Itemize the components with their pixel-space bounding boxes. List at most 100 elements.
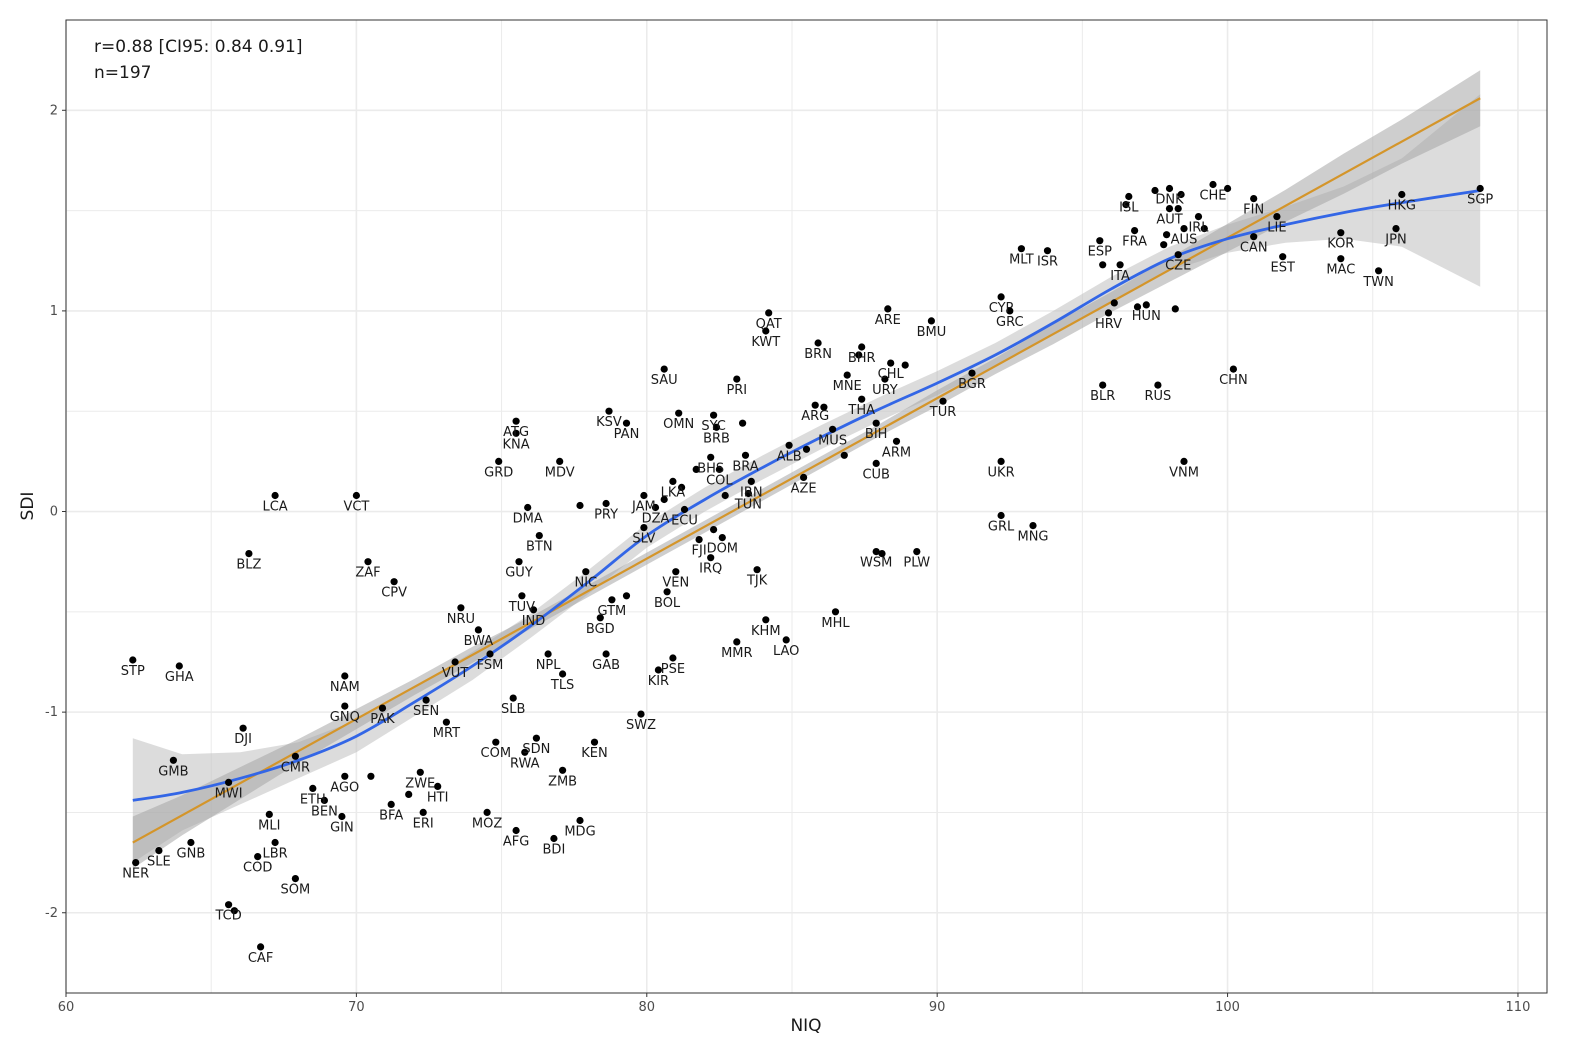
- data-point-ago: [341, 772, 349, 780]
- data-point-mdg: [576, 816, 584, 825]
- point-label: TCD: [214, 909, 241, 924]
- data-point-wsm: [872, 548, 880, 556]
- data-point: [1163, 231, 1171, 239]
- data-point-lie: [1273, 213, 1281, 221]
- data-point-hun: [1142, 301, 1150, 309]
- point-label: VCT: [343, 500, 369, 515]
- point-label: KNA: [503, 437, 530, 452]
- point-label: GIN: [330, 821, 354, 836]
- data-point: [1224, 184, 1232, 193]
- data-point-rus: [1154, 381, 1162, 389]
- y-axis-title: SDI: [18, 492, 38, 521]
- data-point-qat: [765, 309, 773, 317]
- point-label: BHS: [697, 461, 724, 476]
- data-point-jpn: [1392, 225, 1400, 233]
- point-label: HUN: [1132, 309, 1161, 324]
- data-point-bhs: [707, 453, 715, 461]
- data-point-slb: [509, 694, 517, 702]
- data-point-mmr: [733, 638, 741, 646]
- point-label: PSE: [661, 662, 685, 677]
- data-point-nru: [457, 604, 465, 612]
- data-point-dnk: [1165, 184, 1174, 193]
- data-point-mac: [1337, 255, 1345, 263]
- data-point-hti: [434, 782, 442, 791]
- y-tick-label: 0: [50, 505, 58, 520]
- data-point-stp: [129, 656, 137, 664]
- data-point-dji: [239, 724, 247, 732]
- point-label: DZA: [642, 512, 670, 527]
- point-label: TUR: [929, 405, 957, 420]
- data-point-tuv: [518, 592, 526, 600]
- data-point-tls: [559, 670, 567, 678]
- point-label: SYC: [701, 419, 726, 434]
- point-label: GNQ: [330, 710, 360, 725]
- data-point-chl: [887, 359, 895, 367]
- data-point-twn: [1375, 267, 1383, 275]
- data-point-blr: [1099, 381, 1107, 389]
- point-label: GRL: [988, 520, 1015, 535]
- point-label: OMN: [663, 417, 694, 432]
- point-label: MAC: [1326, 263, 1355, 278]
- point-label: AUT: [1156, 213, 1182, 228]
- data-point: [840, 451, 848, 459]
- point-label: SGP: [1467, 193, 1493, 208]
- point-label: PAK: [370, 712, 395, 727]
- data-point-moz: [483, 808, 491, 817]
- data-point-pri: [733, 375, 741, 383]
- data-point-sdn: [532, 734, 541, 742]
- data-point-hrv: [1104, 309, 1113, 317]
- data-point-grd: [495, 457, 503, 465]
- point-label: ARM: [882, 445, 911, 460]
- point-label: DJI: [234, 732, 252, 747]
- point-label: ARE: [875, 313, 901, 328]
- data-point-pse: [669, 654, 677, 662]
- data-point-cpv: [390, 578, 398, 586]
- data-point-arm: [892, 437, 901, 445]
- point-label: ESP: [1088, 245, 1112, 260]
- data-point-fsm: [486, 650, 494, 658]
- point-label: CAN: [1240, 241, 1268, 256]
- point-label: SDN: [522, 742, 550, 757]
- data-point-lca: [271, 491, 279, 500]
- data-point: [739, 419, 747, 427]
- data-point-chn: [1229, 365, 1237, 373]
- point-label: MOZ: [472, 816, 502, 831]
- data-point-dma: [524, 503, 532, 512]
- data-point-zwe: [416, 768, 424, 776]
- data-point-ken: [590, 738, 599, 746]
- data-point: [405, 790, 413, 799]
- point-label: BGR: [958, 377, 986, 392]
- data-point-tun: [744, 489, 753, 498]
- data-point: [1151, 186, 1159, 195]
- data-point: [1122, 201, 1130, 209]
- point-label: CHE: [1199, 189, 1226, 204]
- y-tick-label: -2: [45, 906, 58, 921]
- point-label: BFA: [379, 808, 403, 823]
- point-label: SOM: [281, 883, 311, 898]
- point-label: LCA: [262, 500, 287, 515]
- point-label: ZAF: [355, 566, 380, 581]
- data-point-mdv: [556, 457, 564, 465]
- point-label: NPL: [536, 658, 562, 673]
- data-point-cmr: [291, 752, 299, 760]
- data-point-gnq: [341, 702, 349, 710]
- point-label: ERI: [413, 816, 434, 831]
- point-label: DNK: [1155, 193, 1184, 208]
- data-point-brn: [814, 339, 822, 347]
- data-point-ben: [320, 796, 328, 805]
- point-label: CHL: [878, 367, 905, 382]
- data-point: [622, 592, 631, 600]
- data-point-bih: [872, 419, 880, 427]
- point-label: RUS: [1144, 389, 1171, 404]
- data-point-bfa: [387, 800, 395, 809]
- point-label: IND: [522, 614, 546, 629]
- point-label: CPV: [381, 586, 407, 601]
- data-point-kir: [654, 666, 663, 674]
- data-point-isr: [1043, 247, 1052, 255]
- data-point: [1200, 225, 1208, 233]
- data-point-caf: [257, 943, 265, 951]
- data-point-bra: [741, 451, 750, 459]
- data-point-omn: [675, 409, 683, 417]
